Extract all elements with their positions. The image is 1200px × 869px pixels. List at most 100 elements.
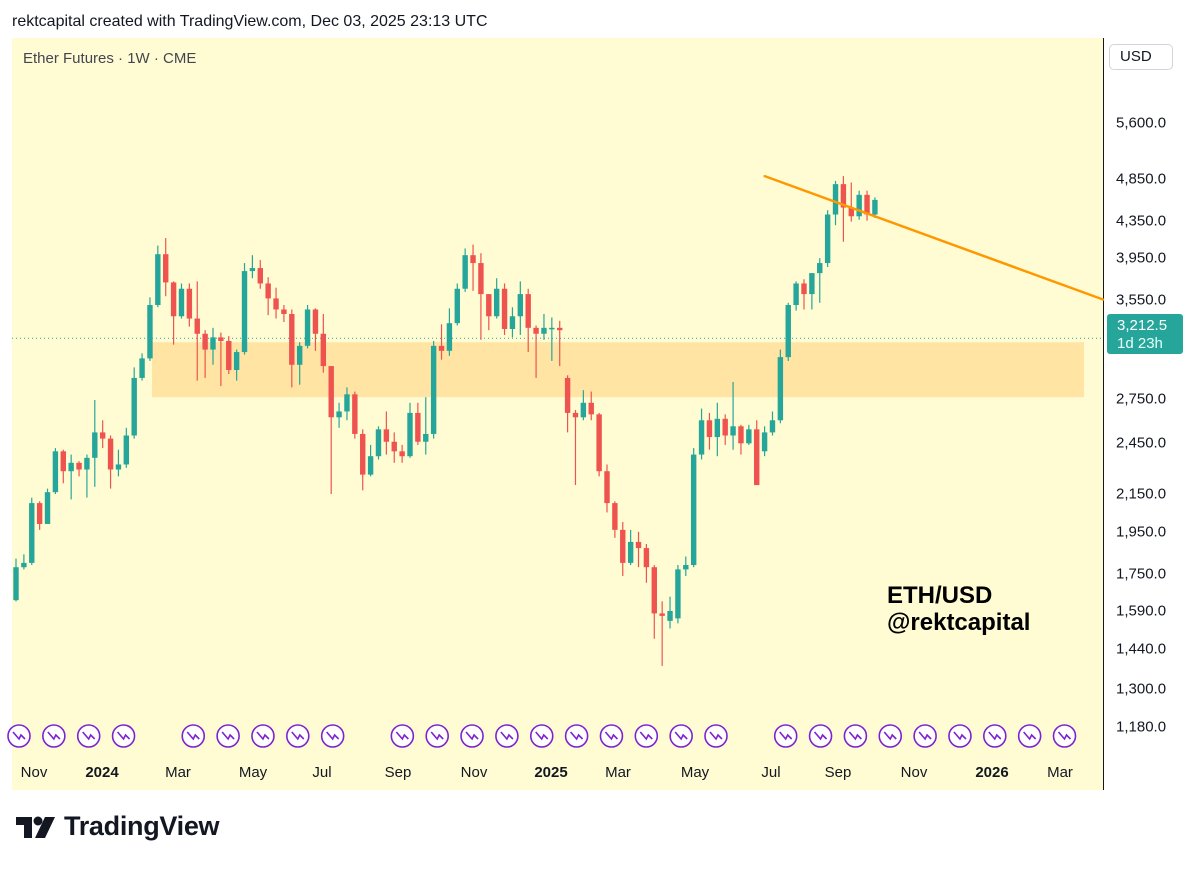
dividend-event-icon — [1017, 724, 1042, 748]
price-tick: 5,600.0 — [1116, 114, 1167, 132]
candle — [320, 333, 327, 367]
candle — [423, 433, 429, 442]
candle — [533, 327, 539, 334]
time-tick: Sep — [824, 764, 852, 781]
candle — [549, 327, 555, 330]
candle — [312, 309, 319, 334]
candle — [107, 438, 114, 470]
candle — [659, 613, 665, 616]
candle — [170, 282, 177, 317]
candle — [706, 420, 713, 438]
candle — [501, 288, 508, 330]
candle — [541, 327, 547, 334]
candle — [115, 464, 122, 470]
dividend-event-icon — [913, 724, 937, 748]
candle — [391, 441, 397, 452]
dividend-event-icon — [878, 724, 903, 748]
dividend-event-icon — [808, 724, 833, 748]
event-arrow — [813, 731, 828, 741]
candle — [84, 457, 90, 470]
candle — [92, 432, 98, 458]
candle — [470, 255, 476, 264]
dividend-event-icon — [320, 724, 345, 748]
bar-countdown: 1d 23h — [1117, 335, 1163, 352]
dividend-event-icon — [495, 724, 519, 748]
candle — [730, 426, 736, 436]
candle — [557, 327, 563, 331]
candle — [257, 268, 263, 284]
candle — [186, 288, 193, 319]
time-tick: 2026 — [975, 764, 1009, 781]
event-arrow — [395, 731, 409, 741]
candle — [612, 503, 618, 530]
candle — [44, 492, 51, 524]
candle — [383, 429, 390, 442]
candle — [289, 313, 295, 365]
candle — [344, 394, 350, 412]
currency-button[interactable]: USD — [1109, 44, 1173, 70]
candle — [864, 194, 870, 215]
candle — [273, 298, 279, 310]
price-tick: 4,350.0 — [1116, 212, 1167, 230]
dividend-event-icon — [564, 724, 589, 748]
chart-panel[interactable]: Ether Futures · 1W · CME — [12, 38, 1103, 790]
dividend-event-icon — [76, 724, 101, 748]
dividend-event-icon — [111, 724, 136, 748]
candle — [178, 288, 185, 317]
candle — [564, 377, 571, 413]
dividend-event-icon — [704, 724, 728, 748]
event-arrow — [186, 731, 200, 741]
candle — [746, 429, 752, 444]
dividend-event-icon — [216, 724, 240, 748]
candle — [139, 358, 145, 378]
candle — [643, 548, 650, 568]
event-arrow — [883, 731, 897, 741]
event-arrow — [779, 731, 793, 741]
candle — [163, 254, 169, 283]
dividend-event-icon — [42, 724, 66, 748]
tradingview-brand[interactable]: TradingView — [64, 811, 220, 841]
candle — [596, 414, 602, 472]
event-arrow — [326, 731, 340, 741]
candle — [296, 345, 303, 365]
candle — [509, 316, 516, 330]
event-arrow — [953, 731, 967, 741]
candle — [572, 412, 579, 418]
candle — [714, 418, 721, 438]
candle — [635, 541, 642, 549]
event-arrow — [535, 731, 549, 741]
dividend-event-icon — [948, 724, 972, 748]
candle — [801, 283, 807, 295]
event-arrow — [639, 731, 653, 741]
price-axis[interactable]: USD 3,212.5 1d 23h — [1103, 38, 1189, 790]
event-arrow — [430, 731, 444, 741]
candle — [627, 541, 634, 563]
watermark-pair: ETH/USD — [887, 582, 993, 609]
tradingview-logo-icon[interactable] — [16, 814, 58, 848]
time-tick: Nov — [900, 764, 928, 781]
watermark-handle: @rektcapital — [887, 609, 1031, 636]
time-tick: May — [680, 764, 710, 781]
candle — [785, 305, 791, 358]
candle — [241, 271, 248, 353]
candle — [155, 254, 161, 306]
candle — [620, 529, 626, 563]
price-tick: 1,750.0 — [1116, 565, 1167, 583]
time-tick: Mar — [165, 764, 191, 781]
time-tick: 2024 — [85, 764, 119, 781]
dividend-event-icon — [425, 724, 450, 748]
price-tick: 2,450.0 — [1116, 434, 1167, 452]
candle — [698, 420, 705, 455]
time-tick: Sep — [384, 764, 412, 781]
candle — [832, 184, 839, 215]
symbol-label[interactable]: Ether Futures · 1W · CME — [23, 50, 197, 67]
candle — [840, 184, 847, 208]
time-tick: 2025 — [534, 764, 568, 781]
dividend-event-icon — [843, 724, 868, 748]
candle — [249, 268, 256, 272]
candle — [478, 263, 484, 295]
price-tick: 3,550.0 — [1116, 291, 1167, 308]
dividend-event-icon — [669, 724, 693, 748]
event-arrow — [1057, 731, 1072, 741]
candle — [52, 451, 59, 493]
